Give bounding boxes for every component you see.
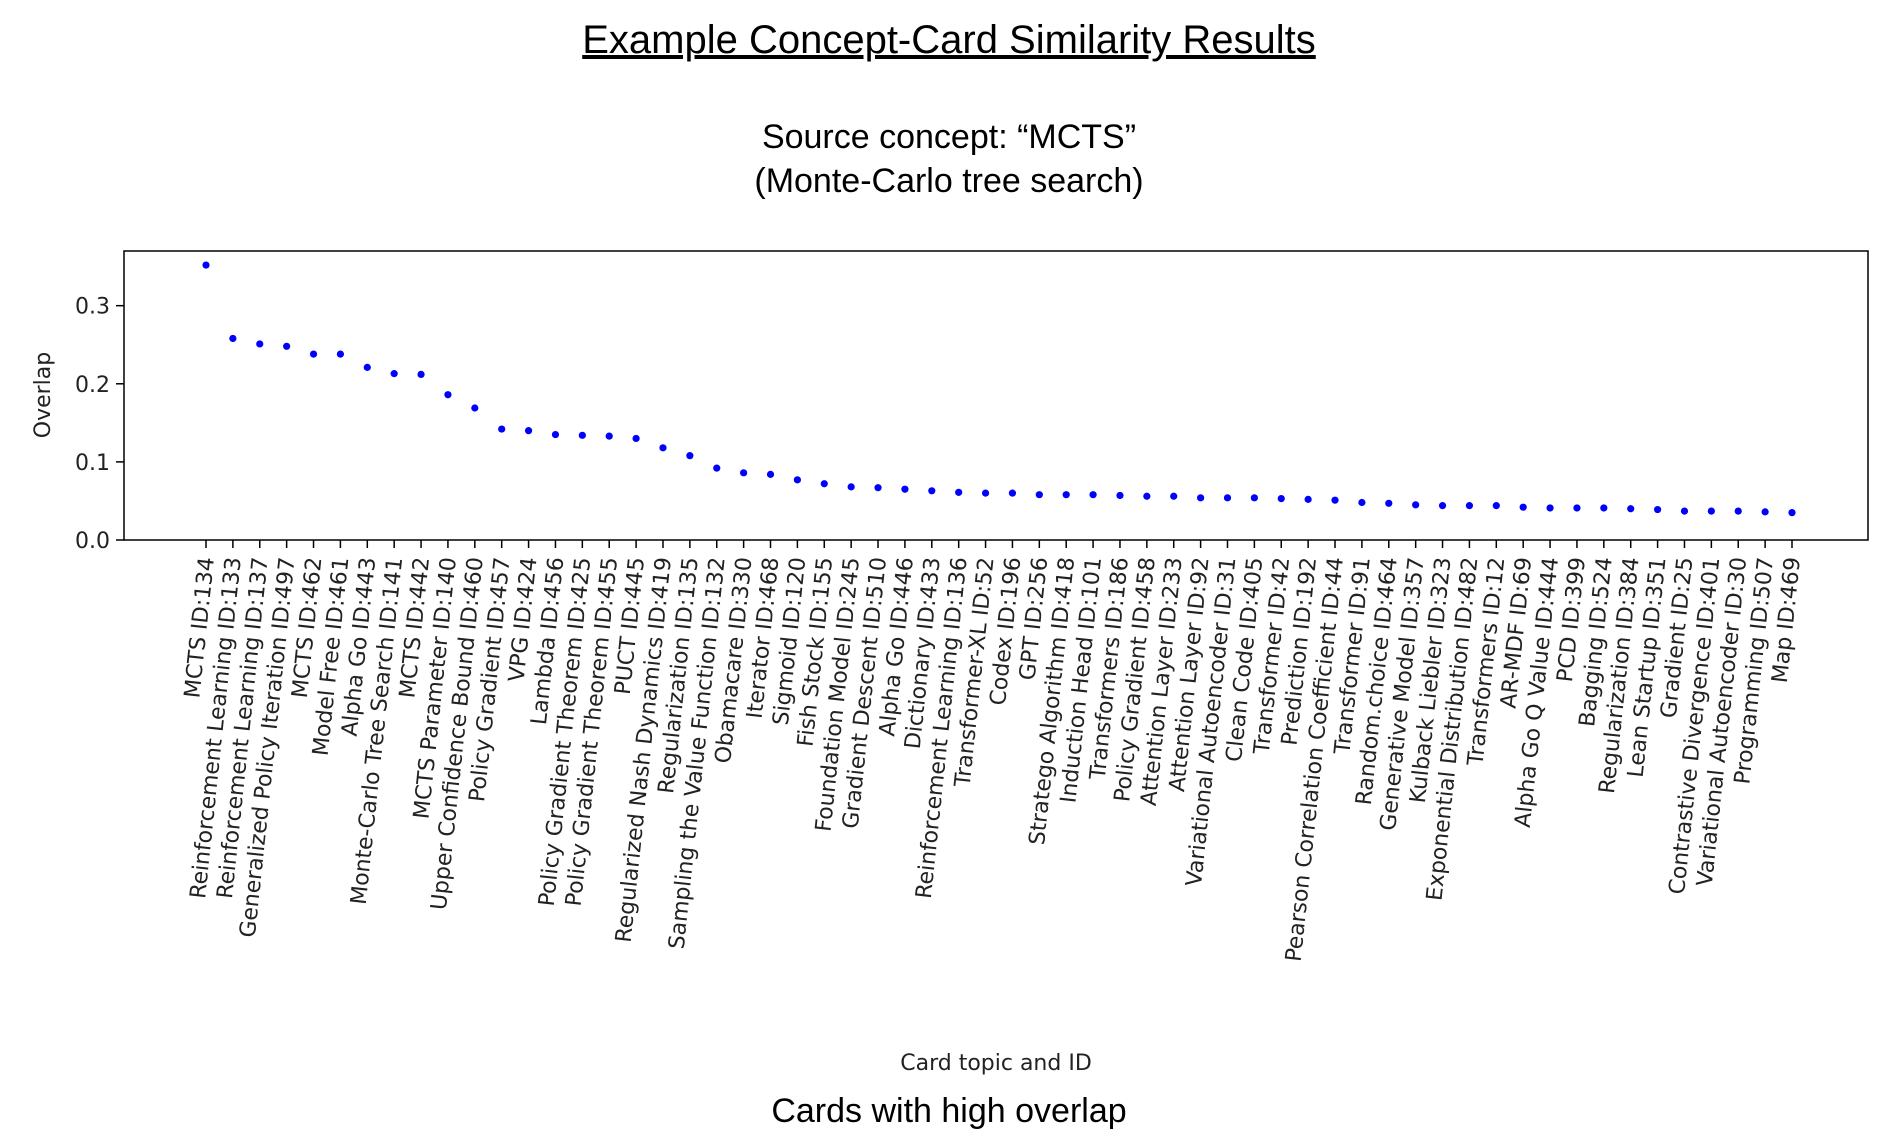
data-point: [1788, 509, 1796, 517]
data-point: [1143, 492, 1151, 500]
data-point: [498, 425, 506, 433]
data-point: [793, 476, 801, 484]
data-point: [1062, 491, 1070, 499]
data-point: [1465, 502, 1474, 510]
source-concept-description: (Monte-Carlo tree search): [754, 162, 1144, 200]
data-point: [820, 480, 828, 488]
data-point: [1008, 489, 1017, 497]
data-point: [632, 434, 640, 443]
x-axis-label: Card topic and ID: [900, 1051, 1092, 1076]
source-concept-label: Source concept: “MCTS”: [761, 118, 1137, 156]
plot-area-frame: [123, 250, 1869, 541]
data-point: [1761, 508, 1769, 516]
data-point: [471, 404, 479, 412]
data-point: [1734, 507, 1742, 515]
y-tick-label: 0.3: [75, 295, 110, 320]
data-point: [1492, 502, 1500, 510]
data-point: [1170, 492, 1178, 500]
y-tick-label: 0.0: [75, 529, 110, 554]
data-point: [1358, 498, 1366, 507]
data-point: [740, 469, 748, 477]
data-point: [686, 452, 694, 460]
data-point: [659, 444, 667, 452]
data-point: [336, 350, 345, 358]
data-point: [524, 427, 533, 435]
data-point: [901, 485, 909, 493]
data-point: [1250, 494, 1258, 502]
data-point: [1223, 494, 1232, 502]
data-point: [1089, 491, 1097, 499]
data-point: [847, 483, 855, 491]
data-point: [1438, 502, 1447, 510]
data-point: [202, 261, 210, 269]
data-point: [955, 488, 963, 496]
data-point: [309, 350, 318, 358]
y-axis: 0.0 0.1 0.2 0.3: [75, 295, 124, 554]
y-axis-label: Overlap: [31, 352, 56, 438]
data-point: [363, 363, 371, 371]
data-point: [1680, 507, 1689, 515]
data-point: [1277, 495, 1285, 503]
data-point: [1197, 494, 1205, 502]
data-point: [283, 342, 291, 350]
data-point: [1546, 504, 1554, 512]
data-point: [1331, 496, 1339, 504]
data-point: [256, 340, 264, 348]
figure-title: Example Concept-Card Similarity Results: [582, 18, 1316, 62]
figure-caption: Cards with high overlap: [771, 1092, 1127, 1130]
data-point: [417, 370, 425, 379]
data-point: [1600, 504, 1608, 512]
data-point: [444, 391, 452, 399]
data-point: [928, 487, 936, 495]
data-point: [1707, 507, 1715, 515]
data-point: [390, 370, 398, 378]
data-point: [713, 464, 721, 472]
y-tick-label: 0.1: [75, 451, 110, 476]
data-point: [1116, 491, 1124, 500]
data-points: [202, 261, 1796, 517]
data-point: [1653, 505, 1662, 514]
data-point: [874, 484, 882, 492]
data-point: [578, 431, 586, 439]
data-point: [1627, 505, 1635, 513]
data-point: [605, 432, 613, 440]
y-tick-label: 0.2: [75, 373, 110, 398]
data-point: [1304, 495, 1312, 503]
data-point: [1573, 504, 1581, 512]
data-point: [229, 334, 237, 343]
data-point: [551, 430, 560, 439]
data-point: [1412, 501, 1420, 509]
data-point: [1385, 499, 1393, 507]
data-point: [1035, 491, 1043, 499]
data-point: [981, 489, 990, 497]
data-point: [1519, 503, 1527, 511]
data-point: [766, 470, 775, 478]
